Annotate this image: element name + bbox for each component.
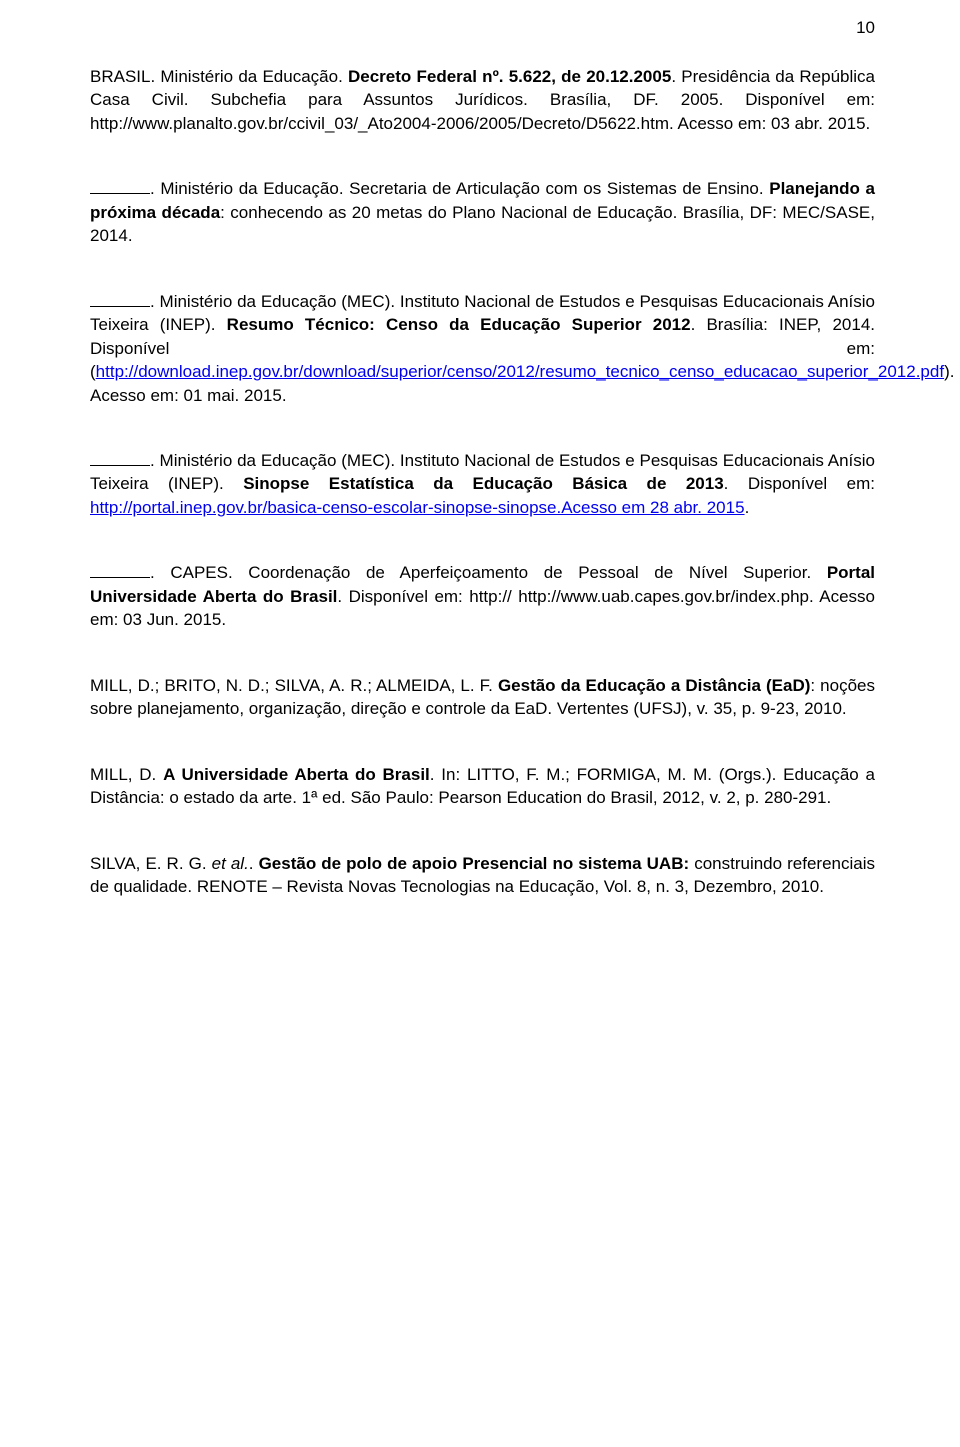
reference-1: BRASIL. Ministério da Educação. Decreto … [90,65,875,135]
author-dash [90,577,150,578]
ref-link[interactable]: http://download.inep.gov.br/download/sup… [96,362,944,381]
ref-title: Resumo Técnico: Censo da Educação Superi… [227,315,691,334]
reference-6: MILL, D.; BRITO, N. D.; SILVA, A. R.; AL… [90,674,875,721]
ref-text: MILL, D.; BRITO, N. D.; SILVA, A. R.; AL… [90,676,498,695]
reference-8: SILVA, E. R. G. et al.. Gestão de polo d… [90,852,875,899]
ref-italic: et al. [212,854,249,873]
references-content: BRASIL. Ministério da Educação. Decreto … [0,0,960,948]
ref-text: . [745,498,750,517]
reference-4: . Ministério da Educação (MEC). Institut… [90,449,875,519]
page-number: 10 [856,18,875,38]
ref-text: SILVA, E. R. G. [90,854,212,873]
author-dash [90,306,150,307]
reference-5: . CAPES. Coordenação de Aperfeiçoamento … [90,561,875,631]
ref-text: . CAPES. Coordenação de Aperfeiçoamento … [150,563,827,582]
ref-link[interactable]: http://portal.inep.gov.br/basica-censo-e… [90,498,745,517]
ref-text: . [249,854,259,873]
ref-title: Decreto Federal nº. 5.622, de 20.12.2005 [348,67,671,86]
ref-title: A Universidade Aberta do Brasil [163,765,430,784]
ref-text: . Ministério da Educação. Secretaria de … [150,179,769,198]
ref-title: Gestão de polo de apoio Presencial no si… [259,854,690,873]
ref-title: Gestão da Educação a Distância (EaD) [498,676,810,695]
ref-text: MILL, D. [90,765,163,784]
reference-2: . Ministério da Educação. Secretaria de … [90,177,875,247]
ref-title: Sinopse Estatística da Educação Básica d… [243,474,723,493]
author-dash [90,465,150,466]
reference-7: MILL, D. A Universidade Aberta do Brasil… [90,763,875,810]
author-dash [90,193,150,194]
reference-3: . Ministério da Educação (MEC). Institut… [90,290,875,407]
ref-text: . Disponível em: [724,474,875,493]
ref-text: BRASIL. Ministério da Educação. [90,67,348,86]
